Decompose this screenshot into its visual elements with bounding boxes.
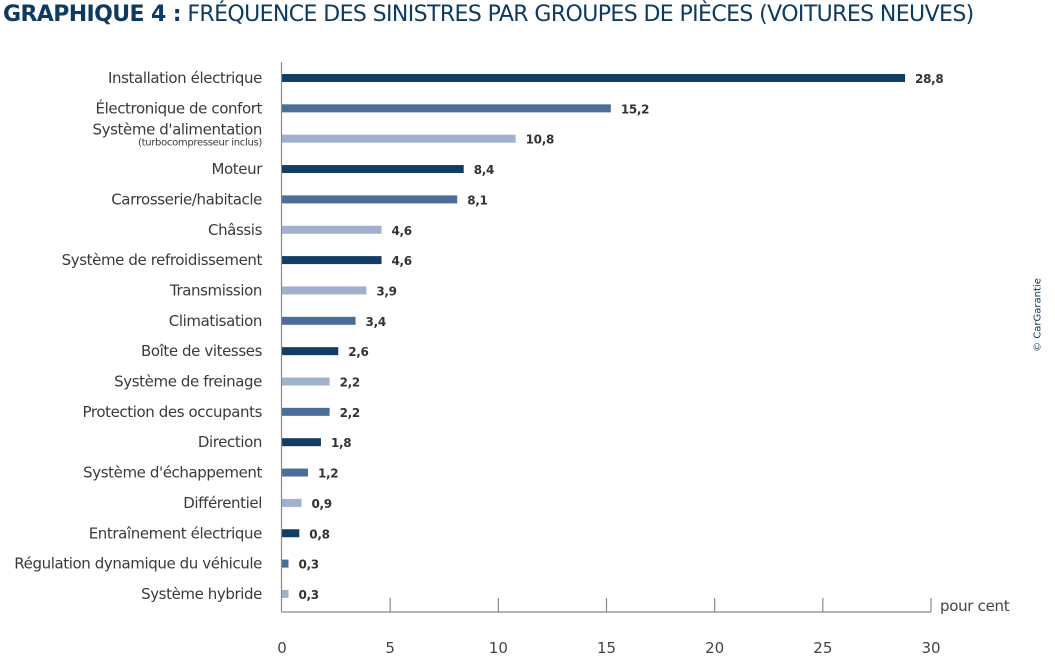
value-label: 1,2 [318, 467, 338, 481]
category-sublabel: (turbocompresseur inclus) [138, 138, 262, 149]
category-label: Carrosserie/habitacle [111, 190, 262, 208]
value-label: 0,3 [298, 588, 318, 602]
bar [282, 286, 367, 295]
bar [282, 256, 382, 265]
category-label: Climatisation [169, 312, 262, 330]
bar [282, 195, 458, 204]
bar [282, 529, 300, 538]
category-label: Régulation dynamique du véhicule [14, 555, 262, 573]
x-tick-label: 30 [921, 639, 940, 657]
value-label: 8,4 [474, 163, 494, 177]
x-tick-label: 15 [597, 639, 616, 657]
value-label: 15,2 [621, 102, 649, 116]
category-label: Châssis [208, 221, 263, 239]
category-label: Transmission [169, 281, 262, 299]
bar [282, 104, 611, 113]
value-label: 0,8 [309, 527, 329, 541]
category-label: Électronique de confort [96, 98, 263, 117]
bar [282, 559, 289, 568]
category-label: Entraînement électrique [89, 524, 262, 542]
bar [282, 377, 330, 386]
bar [282, 498, 302, 507]
chart-title: GRAPHIQUE 4 : FRÉQUENCE DES SINISTRES PA… [3, 2, 974, 27]
bar [282, 347, 339, 356]
value-label: 0,3 [298, 558, 318, 572]
bar [282, 165, 464, 174]
category-label: Système hybride [141, 585, 262, 603]
category-label: Boîte de vitesses [141, 342, 263, 360]
chart-title-number: GRAPHIQUE 4 : [3, 2, 182, 27]
x-tick-label: 10 [489, 639, 508, 657]
value-label: 2,2 [340, 406, 360, 420]
x-tick-label: 20 [705, 639, 724, 657]
category-label: Système d'alimentation [93, 121, 262, 139]
value-label: 2,2 [340, 376, 360, 390]
value-label: 4,6 [392, 254, 412, 268]
bar [282, 225, 382, 234]
axes-group: 0 5 10 15 20 25 30 pour cent [277, 62, 1010, 657]
x-tick-label: 25 [813, 639, 832, 657]
bar [282, 438, 321, 447]
value-label: 3,4 [366, 315, 386, 329]
category-label: Système de refroidissement [62, 251, 263, 269]
bar [282, 407, 330, 416]
bar [282, 589, 289, 598]
value-label: 10,8 [526, 133, 554, 147]
category-label: Différentiel [183, 494, 262, 512]
value-label: 28,8 [915, 72, 943, 86]
category-label: Installation électrique [108, 69, 262, 87]
x-tick-label: 0 [277, 639, 287, 657]
chart-title-text: FRÉQUENCE DES SINISTRES PAR GROUPES DE P… [187, 2, 974, 27]
category-label: Protection des occupants [83, 403, 263, 421]
bar [282, 316, 356, 325]
copyright-credit: © CarGarantie [1031, 275, 1045, 355]
category-labels-group: Installation électrique Électronique de c… [14, 69, 263, 603]
bar [282, 134, 516, 143]
value-label: 2,6 [348, 345, 368, 359]
copyright-text: © CarGarantie [1032, 278, 1044, 352]
category-label: Moteur [211, 160, 263, 178]
bar [282, 74, 906, 82]
value-label: 1,8 [331, 436, 351, 450]
value-label: 4,6 [392, 224, 412, 238]
value-label: 3,9 [376, 284, 396, 298]
value-label: 0,9 [311, 497, 331, 511]
x-tick-label: 5 [385, 639, 395, 657]
category-label: Direction [198, 433, 262, 451]
value-labels-group: 28,8 15,2 10,8 8,4 8,1 4,6 4,6 3,9 3,4 2,6 2,2 2,2 1… [298, 72, 943, 602]
bars-group [282, 74, 906, 598]
bar [282, 468, 308, 477]
value-label: 8,1 [467, 193, 487, 207]
category-label: Système d'échappement [83, 464, 262, 482]
category-label: Système de freinage [114, 373, 262, 391]
x-axis-unit-label: pour cent [940, 597, 1010, 615]
